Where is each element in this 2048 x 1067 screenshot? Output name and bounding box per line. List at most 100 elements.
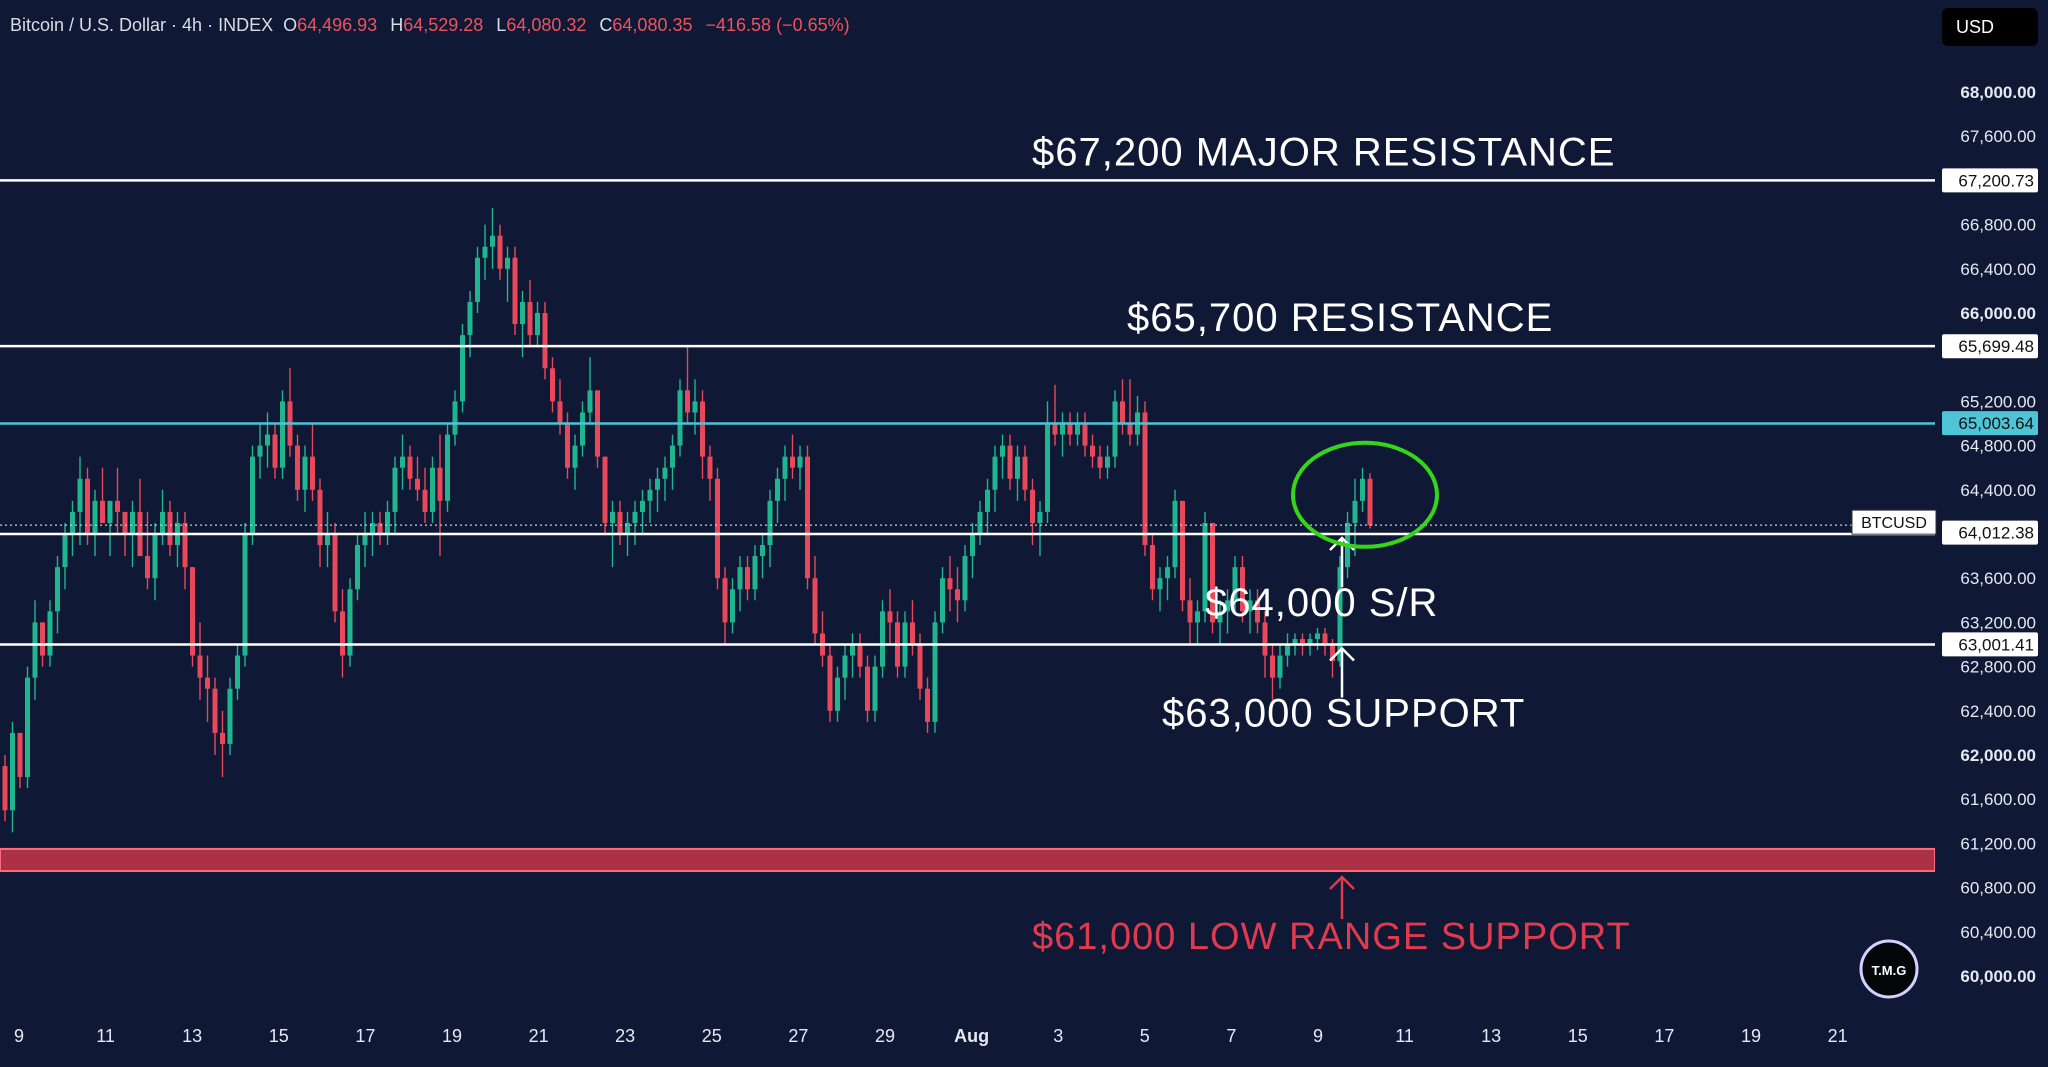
candle-body	[85, 478, 90, 534]
candle-body	[527, 301, 533, 336]
candle-body	[310, 456, 315, 490]
price-axis-tick: 66,400.00	[1960, 260, 2036, 279]
price-label-box	[1942, 520, 2038, 545]
time-axis-tick: 15	[269, 1026, 289, 1046]
candle-body	[1285, 644, 1290, 656]
candle-body	[475, 257, 480, 302]
candle-body	[1360, 478, 1365, 501]
candle-body	[1165, 567, 1170, 579]
time-axis-tick: Aug	[954, 1026, 989, 1046]
time-axis-tick: 21	[529, 1026, 549, 1046]
price-axis-tick: 60,400.00	[1960, 923, 2036, 942]
candle-body	[100, 500, 105, 523]
candle-body	[790, 456, 795, 468]
candle-body	[1367, 478, 1373, 526]
candle-body	[77, 478, 83, 512]
price-label-box	[1942, 334, 2038, 359]
time-axis-tick: 13	[1481, 1026, 1501, 1046]
level-label: $64,000 S/R	[1205, 581, 1438, 625]
candle-body	[670, 445, 675, 468]
candle-body	[940, 578, 945, 623]
candle-body	[512, 257, 518, 325]
candle-body	[722, 578, 728, 623]
candle-body	[752, 556, 758, 590]
candle-body	[805, 456, 810, 579]
candle-body	[1037, 511, 1043, 523]
candle-body	[55, 567, 60, 612]
time-axis-tick: 23	[615, 1026, 635, 1046]
candle-body	[572, 445, 578, 468]
time-axis-tick: 9	[1313, 1026, 1323, 1046]
candle-body	[625, 522, 630, 534]
level-arrow-head	[1329, 646, 1355, 662]
candle-body	[152, 534, 158, 579]
candle-body	[272, 434, 278, 468]
time-axis-tick: 27	[788, 1026, 808, 1046]
price-label: 64,012.38	[1958, 524, 2034, 543]
candle-body	[1300, 638, 1305, 645]
candle-body	[925, 688, 930, 722]
candle-body	[685, 390, 690, 413]
candle-body	[265, 434, 270, 446]
time-axis-tick: 19	[442, 1026, 462, 1046]
candle-body	[1112, 401, 1118, 457]
price-axis-tick: 61,200.00	[1960, 834, 2036, 853]
candle-body	[962, 556, 968, 601]
price-axis-tick: 66,000.00	[1960, 304, 2036, 323]
candle-body	[535, 313, 540, 336]
high-value: 64,529.28	[403, 15, 484, 35]
candle-body	[1105, 456, 1110, 468]
tmg-logo-text: T.M.G	[1872, 963, 1907, 978]
candle-body	[745, 567, 750, 590]
candle-body	[40, 622, 45, 656]
currency-button[interactable]: USD	[1942, 8, 2038, 46]
close-value: 64,080.35	[612, 15, 693, 35]
candle-body	[130, 511, 135, 534]
candle-body	[1090, 445, 1095, 457]
candle-body	[1007, 445, 1013, 479]
candle-body	[617, 511, 623, 534]
candle-body	[1315, 633, 1320, 639]
candle-body	[190, 567, 195, 656]
candle-body	[362, 534, 368, 546]
low-range-support-zone	[0, 847, 1936, 873]
candle-body	[167, 511, 173, 546]
support-arrow-head	[1329, 875, 1355, 890]
candle-body	[887, 611, 893, 623]
price-axis-tick: 65,200.00	[1960, 392, 2036, 411]
open-value: 64,496.93	[297, 15, 378, 35]
level-label: $63,000 SUPPORT	[1162, 692, 1525, 736]
candle-body	[917, 644, 923, 689]
candle-body	[715, 478, 720, 579]
low-value: 64,080.32	[506, 15, 587, 35]
symbol-tag: BTCUSD	[1861, 515, 1927, 532]
symbol-tag-box	[1851, 509, 1937, 535]
candle-body	[445, 434, 450, 501]
candle-body	[1075, 423, 1080, 435]
candle-body	[662, 467, 668, 479]
price-axis-tick: 68,000.00	[1960, 83, 2036, 102]
candle-body	[857, 644, 863, 667]
candle-body	[460, 335, 465, 402]
candle-body	[205, 677, 210, 689]
candle-body	[842, 655, 848, 678]
price-axis-tick: 63,200.00	[1960, 613, 2036, 632]
candle-body	[1015, 456, 1020, 479]
candle-body	[490, 235, 495, 247]
candle-body	[302, 456, 308, 490]
candle-body	[25, 677, 30, 778]
candle-body	[1217, 611, 1223, 623]
candle-body	[1277, 655, 1283, 678]
candle-body	[872, 666, 878, 711]
candle-body	[992, 456, 998, 490]
candle-body	[1157, 578, 1163, 590]
candle-body	[977, 511, 983, 534]
candle-body	[865, 666, 870, 711]
candle-body	[212, 688, 218, 733]
candle-body	[737, 567, 743, 590]
candle-body	[1180, 500, 1185, 601]
symbol-header: Bitcoin / U.S. Dollar · 4h · INDEX O64,4…	[10, 15, 858, 39]
price-label-box	[1942, 632, 2038, 657]
candle-body	[760, 545, 765, 557]
candle-body	[145, 556, 150, 579]
